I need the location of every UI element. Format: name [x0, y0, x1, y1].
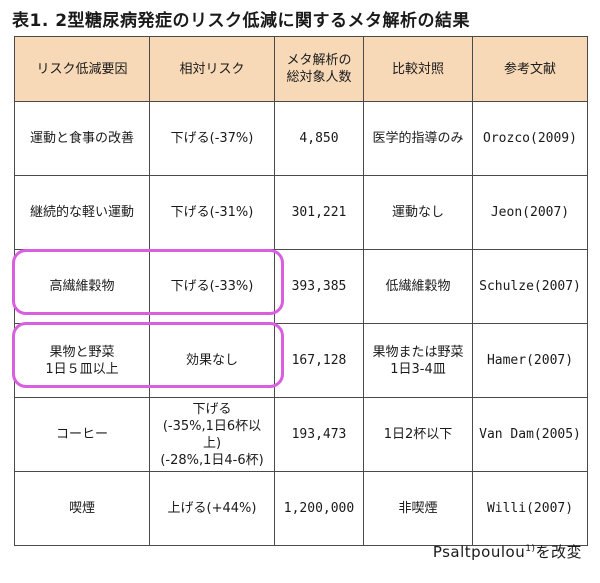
- cell-control: 低繊維穀物: [363, 249, 473, 324]
- cell-risk: 下げる(-31%): [149, 175, 275, 250]
- source-superscript: 1): [525, 544, 536, 554]
- cell-factor: 果物と野菜 1日５皿以上: [14, 323, 150, 398]
- cell-subjects: 193,473: [274, 397, 364, 472]
- header-risk-factor: リスク低減要因: [14, 36, 150, 102]
- cell-risk: 下げる(-33%): [149, 249, 275, 324]
- cell-control: 運動なし: [363, 175, 473, 250]
- table-row: コーヒー 下げる (-35%,1日6杯以上) (-28%,1日4-6杯) 193,4…: [14, 397, 588, 472]
- source-suffix: を改変: [535, 543, 582, 561]
- page-title: 表1. 2型糖尿病発症のリスク低減に関するメタ解析の結果: [12, 11, 471, 31]
- cell-risk: 下げる (-35%,1日6杯以上) (-28%,1日4-6杯): [149, 397, 275, 472]
- table-row: 継続的な軽い運動 下げる(-31%) 301,221 運動なし Jeon(200…: [14, 175, 588, 250]
- cell-reference: Orozco(2009): [472, 101, 588, 176]
- cell-subjects: 4,850: [274, 101, 364, 176]
- cell-subjects: 393,385: [274, 249, 364, 324]
- table-row: 喫煙 上げる(+44%) 1,200,000 非喫煙 Willi(2007): [14, 471, 588, 546]
- cell-factor: 喫煙: [14, 471, 150, 546]
- cell-reference: Hamer(2007): [472, 323, 588, 398]
- cell-factor: 高繊維穀物: [14, 249, 150, 324]
- cell-subjects: 301,221: [274, 175, 364, 250]
- table-row: 果物と野菜 1日５皿以上 効果なし 167,128 果物または野菜 1日3-4皿 H…: [14, 323, 588, 398]
- cell-control: 医学的指導のみ: [363, 101, 473, 176]
- header-comparison: 比較対照: [363, 36, 473, 102]
- source-note: Psaltpoulou1)を改変: [433, 541, 582, 562]
- cell-subjects: 1,200,000: [274, 471, 364, 546]
- source-author: Psaltpoulou: [432, 543, 526, 561]
- cell-factor: 継続的な軽い運動: [14, 175, 150, 250]
- table-row: 運動と食事の改善 下げる(-37%) 4,850 医学的指導のみ Orozco(…: [14, 101, 588, 176]
- cell-factor: コーヒー: [14, 397, 150, 472]
- cell-risk: 下げる(-37%): [149, 101, 275, 176]
- cell-factor: 運動と食事の改善: [14, 101, 150, 176]
- cell-control: 果物または野菜 1日3-4皿: [363, 323, 473, 398]
- cell-reference: Van Dam(2005): [472, 397, 588, 472]
- cell-reference: Willi(2007): [472, 471, 588, 546]
- cell-risk: 上げる(+44%): [149, 471, 275, 546]
- cell-control: 1日2杯以下: [363, 397, 473, 472]
- cell-control: 非喫煙: [363, 471, 473, 546]
- cell-subjects: 167,128: [274, 323, 364, 398]
- cell-reference: Jeon(2007): [472, 175, 588, 250]
- cell-reference: Schulze(2007): [472, 249, 588, 324]
- header-reference: 参考文献: [472, 36, 588, 102]
- meta-analysis-table: リスク低減要因 相対リスク メタ解析の 総対象人数 比較対照 参考文献 運動と食事…: [14, 36, 588, 546]
- table-header-row: リスク低減要因 相対リスク メタ解析の 総対象人数 比較対照 参考文献: [14, 36, 588, 102]
- table-row: 高繊維穀物 下げる(-33%) 393,385 低繊維穀物 Schulze(20…: [14, 249, 588, 324]
- cell-risk: 効果なし: [149, 323, 275, 398]
- header-relative-risk: 相対リスク: [149, 36, 275, 102]
- header-total-subjects: メタ解析の 総対象人数: [274, 36, 364, 102]
